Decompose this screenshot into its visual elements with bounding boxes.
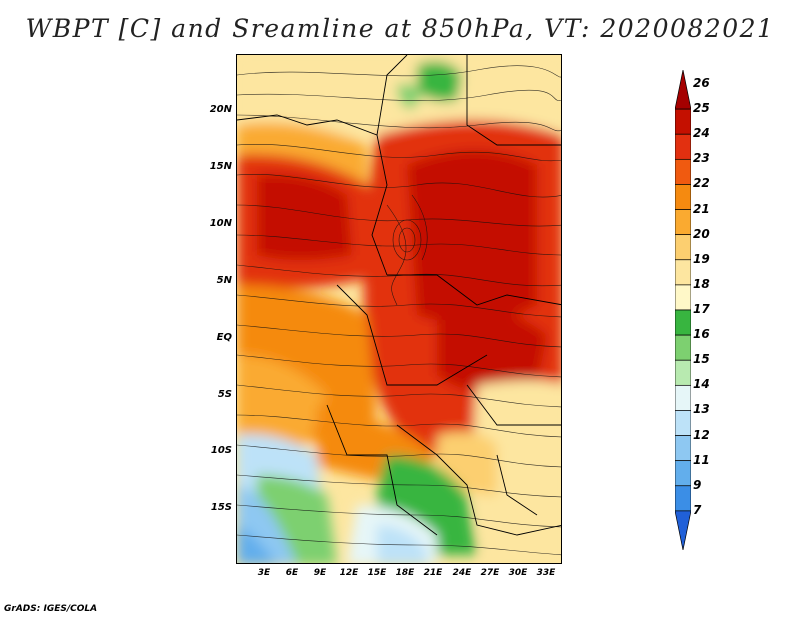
- map-plot-area: [236, 54, 562, 564]
- colorbar-segment: [675, 309, 691, 336]
- colorbar-label: 15: [693, 352, 710, 367]
- lon-tick: 3E: [257, 568, 271, 578]
- lon-tick: 6E: [285, 568, 299, 578]
- colorbar-label: 14: [693, 377, 710, 392]
- lat-tick: 10N: [209, 218, 232, 229]
- colorbar-segment: [675, 384, 691, 411]
- colorbar-label: 16: [693, 327, 710, 342]
- lon-tick: 15E: [367, 568, 387, 578]
- colorbar-segment: [675, 435, 691, 462]
- colorbar-segment: [675, 70, 691, 110]
- colorbar-label: 17: [693, 302, 710, 316]
- colorbar-segment: [675, 284, 691, 311]
- colorbar-label: 22: [693, 176, 710, 191]
- colorbar-label: 23: [693, 151, 710, 166]
- lat-tick: EQ: [216, 332, 232, 343]
- lon-tick: 9E: [313, 568, 327, 578]
- colorbar-segment: [675, 158, 691, 185]
- grads-credit: GrADS: IGES/COLA: [4, 604, 98, 614]
- colorbar-label: 19: [693, 251, 710, 266]
- lat-tick: 15N: [209, 161, 232, 172]
- lat-tick: 10S: [210, 445, 232, 456]
- colorbar-segment: [675, 133, 691, 160]
- lat-tick: 5S: [217, 389, 232, 400]
- lon-tick: 24E: [452, 568, 472, 578]
- colorbar-segment: [675, 184, 691, 210]
- colorbar-label: 9: [693, 477, 702, 492]
- colorbar-segment: [675, 334, 691, 361]
- colorbar-segment: [675, 209, 691, 236]
- colorbar-segment: [675, 510, 691, 550]
- colorbar: [675, 70, 691, 550]
- colorbar-label: 26: [693, 76, 710, 90]
- colorbar-segment: [675, 410, 691, 436]
- colorbar-label: 7: [693, 502, 702, 517]
- colorbar-label: 11: [693, 452, 710, 467]
- lon-tick: 18E: [395, 568, 415, 578]
- colorbar-label: 18: [693, 276, 710, 291]
- map-title: WBPT [C] and Sreamline at 850hPa, VT: 20…: [25, 14, 775, 43]
- colorbar-segment: [675, 108, 691, 135]
- lon-tick: 21E: [423, 568, 443, 578]
- colorbar-segment: [675, 460, 691, 487]
- colorbar-label: 21: [693, 201, 710, 216]
- colorbar-label: 24: [693, 126, 710, 141]
- lat-tick: 20N: [209, 104, 232, 115]
- colorbar-segment: [675, 485, 691, 512]
- lon-tick: 30E: [508, 568, 528, 578]
- lon-tick: 33E: [536, 568, 556, 578]
- colorbar-label: 20: [693, 226, 710, 241]
- lon-tick: 27E: [480, 568, 500, 578]
- colorbar-label: 13: [693, 402, 710, 417]
- colorbar-segment: [675, 259, 691, 286]
- colorbar-segment: [675, 359, 691, 386]
- lat-tick: 5N: [216, 275, 232, 286]
- colorbar-segment: [675, 234, 691, 261]
- colorbar-label: 12: [693, 427, 710, 442]
- lat-tick: 15S: [210, 502, 232, 513]
- lon-tick: 12E: [339, 568, 359, 578]
- colorbar-label: 25: [693, 101, 710, 116]
- wbpt-field: [237, 55, 561, 563]
